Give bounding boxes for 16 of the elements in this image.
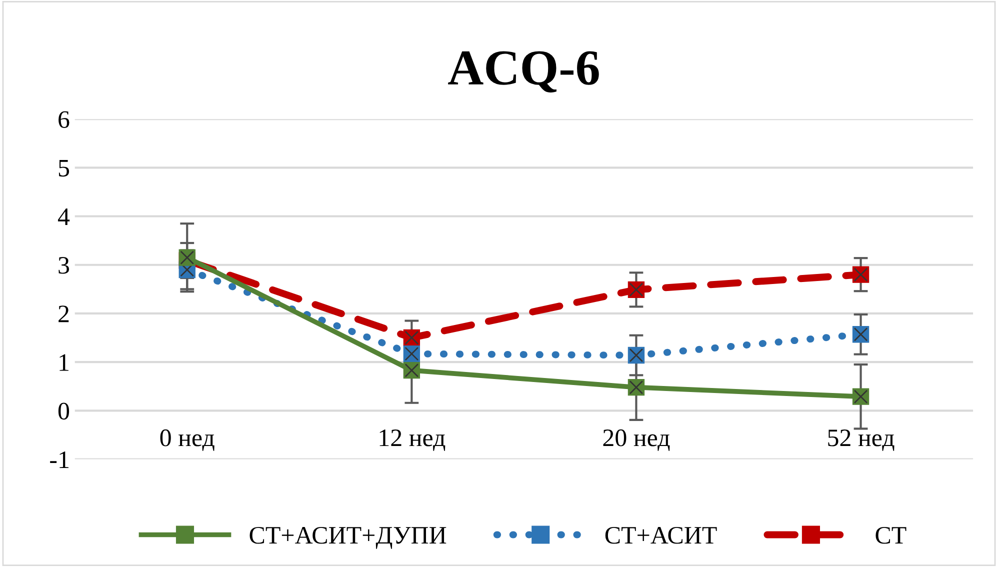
y-tick-label: 0 — [58, 402, 70, 420]
x-tick-label: 52 нед — [828, 430, 894, 451]
chart-title: ACQ-6 — [448, 51, 599, 92]
y-tick-label: 5 — [58, 160, 70, 177]
legend-label: СТ+АСИТ+ДУПИ — [250, 526, 446, 549]
y-tick-label: 6 — [58, 111, 70, 128]
y-tick-label: 1 — [60, 354, 68, 371]
y-tick-label: 3 — [58, 256, 70, 274]
y-tick-label: -1 — [50, 451, 68, 468]
y-tick-label: 2 — [58, 306, 69, 322]
x-tick-label: 0 нед — [160, 429, 214, 451]
legend-label: СТ — [876, 526, 906, 544]
x-tick-label: 20 нед — [603, 429, 670, 451]
legend-label: СТ+АСИТ — [605, 526, 717, 544]
y-tick-label: 4 — [58, 208, 70, 225]
x-tick-label: 12 нед — [380, 430, 446, 451]
